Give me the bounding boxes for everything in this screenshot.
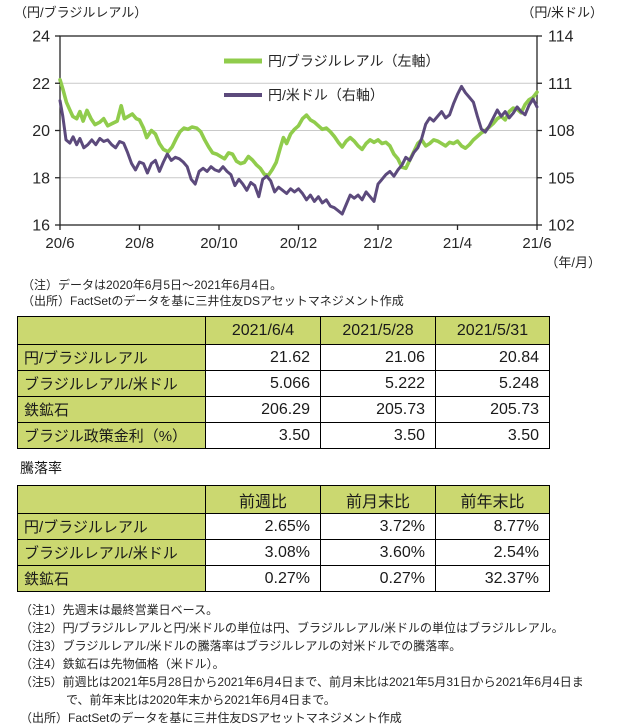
footnote-line: （注4）鉄鉱石は先物価格（米ドル）。 [20, 657, 225, 671]
column-header: 2021/5/31 [435, 316, 550, 345]
left-axis-tick-label: 20 [32, 123, 50, 140]
x-axis-tick-label: 20/6 [45, 235, 74, 252]
change-rate-section-title: 騰落率 [20, 460, 62, 476]
table-row: 鉄鉱石 206.29 205.73 205.73 [17, 396, 550, 423]
x-axis-tick-label: 21/4 [443, 235, 472, 252]
x-axis-tick-label: 20/12 [280, 235, 318, 252]
value-cell: 206.29 [205, 396, 321, 423]
column-header: 2021/5/28 [320, 316, 436, 345]
value-cell: 2.65% [205, 513, 321, 540]
value-cell: 3.60% [320, 539, 436, 566]
x-axis-tick-label: 20/8 [125, 235, 154, 252]
column-header: 前年末比 [435, 485, 550, 514]
value-cell: 3.08% [205, 539, 321, 566]
left-axis-title: （円/ブラジルレアル） [14, 5, 147, 20]
left-axis-tick-label: 22 [32, 76, 50, 93]
value-cell: 3.50 [435, 422, 550, 449]
row-label: ブラジル政策金利（%） [17, 422, 206, 449]
footnote-line: （注3）ブラジルレアル/米ドルの騰落率はブラジルレアルの対米ドルでの騰落率。 [20, 639, 462, 653]
row-label: ブラジルレアル/米ドル [17, 370, 206, 397]
footnote-line: （出所）FactSetのデータを基に三井住友DSアセットマネジメント作成 [20, 711, 402, 725]
footnote-line: （注1）先週末は最終営業日ベース。 [20, 603, 219, 617]
right-axis-tick-label: 114 [548, 29, 574, 46]
row-label: 円/ブラジルレアル [17, 513, 206, 540]
x-axis-tick-label: 20/10 [200, 235, 238, 252]
value-cell: 2.54% [435, 539, 550, 566]
series-line-jpy-brl [58, 77, 539, 178]
value-cell: 5.248 [435, 370, 550, 397]
exchange-rate-line-chart: 24 22 20 18 16 114 111 108 105 102 20/6 20/8 20/10 20… [14, 5, 603, 270]
value-cell: 5.222 [320, 370, 436, 397]
table-row: 円/ブラジルレアル 21.62 21.06 20.84 [17, 344, 550, 371]
change-rate-table: 前週比 前月末比 前年末比 円/ブラジルレアル 2.65% 3.72% 8.77% ブラジルレ… [17, 485, 550, 592]
left-axis-tick-label: 16 [32, 218, 50, 235]
value-cell: 32.37% [435, 565, 550, 592]
header-row: 2021/6/4 2021/5/28 2021/5/31 [17, 316, 550, 345]
table-row: ブラジル政策金利（%） 3.50 3.50 3.50 [17, 422, 550, 449]
chart-note-source: （出所）FactSetのデータを基に三井住友DSアセットマネジメント作成 [22, 294, 404, 308]
table-row: 鉄鉱石 0.27% 0.27% 32.37% [17, 565, 550, 592]
value-cell: 205.73 [435, 396, 550, 423]
corner-cell [17, 485, 206, 514]
value-cell: 205.73 [320, 396, 436, 423]
value-cell: 0.27% [320, 565, 436, 592]
right-axis-tick-label: 111 [548, 76, 572, 93]
x-axis-tick-label: 21/2 [363, 235, 392, 252]
value-cell: 0.27% [205, 565, 321, 592]
right-axis-title: （円/米ドル） [521, 5, 603, 20]
header-row: 前週比 前月末比 前年末比 [17, 485, 550, 514]
row-label: 鉄鉱石 [17, 565, 206, 592]
left-axis-tick-label: 24 [32, 29, 50, 46]
right-axis-tick-label: 108 [548, 123, 575, 140]
table-row: 円/ブラジルレアル 2.65% 3.72% 8.77% [17, 513, 550, 540]
x-axis-tick-label: 21/6 [522, 235, 551, 252]
right-axis-tick-label: 105 [548, 170, 575, 187]
table-row: ブラジルレアル/米ドル 5.066 5.222 5.248 [17, 370, 550, 397]
value-cell: 21.62 [205, 344, 321, 371]
right-axis-tick-label: 102 [548, 218, 575, 235]
value-cell: 20.84 [435, 344, 550, 371]
footnote-line: （注5）前週比は2021年5月28日から2021年6月4日まで、前月末比は202… [20, 675, 584, 707]
fund-report-page: 24 22 20 18 16 114 111 108 105 102 20/6 20/8 20/10 20… [14, 5, 617, 725]
footnotes: （注1）先週末は最終営業日ベース。 （注2）円/ブラジルレアルと円/米ドルの単位は… [20, 601, 606, 727]
value-cell: 3.50 [320, 422, 436, 449]
table-row: ブラジルレアル/米ドル 3.08% 3.60% 2.54% [17, 539, 550, 566]
quote-table: 2021/6/4 2021/5/28 2021/5/31 円/ブラジルレアル 21.62… [17, 316, 550, 449]
row-label: 円/ブラジルレアル [17, 344, 206, 371]
column-header: 2021/6/4 [205, 316, 321, 345]
footnote-line: （注2）円/ブラジルレアルと円/米ドルの単位は円、ブラジルレアル/米ドルの単位は… [20, 621, 564, 635]
value-cell: 3.50 [205, 422, 321, 449]
chart-note-period: （注）データは2020年6月5日～2021年6月4日。 [22, 278, 283, 292]
left-axis-tick-label: 18 [32, 170, 50, 187]
value-cell: 5.066 [205, 370, 321, 397]
value-cell: 8.77% [435, 513, 550, 540]
column-header: 前週比 [205, 485, 321, 514]
legend-item-label: 円/米ドル（右軸） [268, 87, 384, 103]
column-header: 前月末比 [320, 485, 436, 514]
chart-notes: （注）データは2020年6月5日～2021年6月4日。 （出所）FactSetの… [22, 277, 617, 309]
row-label: 鉄鉱石 [17, 396, 206, 423]
legend-item-label: 円/ブラジルレアル（左軸） [268, 53, 439, 69]
value-cell: 21.06 [320, 344, 436, 371]
x-axis-title: （年/月） [545, 255, 601, 270]
row-label: ブラジルレアル/米ドル [17, 539, 206, 566]
series-line-jpy-usd [58, 84, 539, 216]
corner-cell [17, 316, 206, 345]
value-cell: 3.72% [320, 513, 436, 540]
